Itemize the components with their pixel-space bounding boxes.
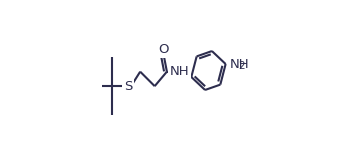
Text: NH: NH [170,65,190,78]
Text: O: O [158,43,169,56]
Text: NH: NH [230,58,250,71]
Text: S: S [124,80,132,93]
Text: 2: 2 [238,61,245,71]
